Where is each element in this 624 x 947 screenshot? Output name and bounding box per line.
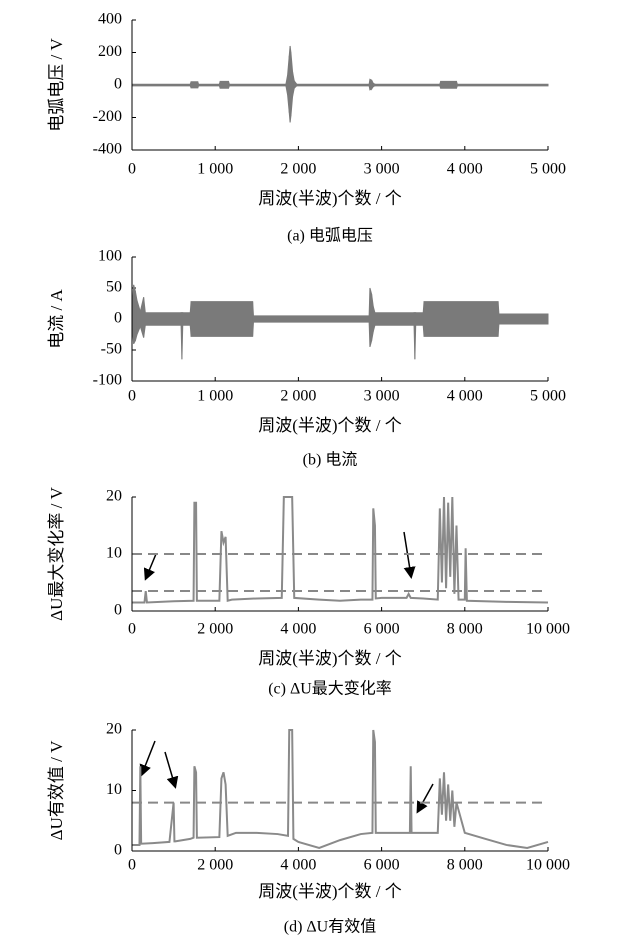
y-tick-label: 20 [106, 488, 122, 505]
signal-envelope [131, 83, 191, 87]
x-axis-label: 周波(半波)个数 / 个 [258, 882, 402, 901]
x-tick-label: 4 000 [447, 388, 483, 405]
caption: (b) 电流 [303, 451, 358, 469]
x-axis-label: 周波(半波)个数 / 个 [258, 189, 402, 208]
x-axis-label: 周波(半波)个数 / 个 [258, 649, 402, 668]
arrow [139, 740, 156, 777]
annotation-arrows [139, 531, 434, 814]
x-tick-label: 8 000 [447, 857, 483, 874]
signal-envelope [374, 312, 415, 326]
y-tick-label: 0 [114, 310, 122, 327]
signal-envelope [423, 301, 499, 337]
x-tick-label: 2 000 [280, 388, 316, 405]
y-tick-label: -100 [93, 372, 122, 389]
x-tick-label: 1 000 [197, 161, 233, 178]
signal-envelope [228, 83, 287, 87]
x-tick-label: 5 000 [530, 388, 566, 405]
x-tick-label: 4 000 [280, 621, 316, 638]
y-tick-label: 200 [98, 43, 122, 60]
y-tick-label: 400 [98, 11, 122, 28]
x-tick-label: 10 000 [526, 621, 570, 638]
x-tick-label: 4 000 [447, 161, 483, 178]
y-axis-label: 电弧电压 / V [47, 38, 66, 132]
x-axis-label: 周波(半波)个数 / 个 [258, 416, 402, 435]
x-tick-label: 8 000 [447, 621, 483, 638]
x-tick-label: 0 [128, 857, 136, 874]
y-tick-label: 100 [98, 248, 122, 265]
y-tick-label: 10 [106, 781, 122, 798]
arrow [164, 751, 179, 789]
signal-envelope [190, 301, 254, 337]
signal-envelope [219, 80, 230, 89]
x-tick-label: 6 000 [364, 857, 400, 874]
signal-envelope [190, 81, 199, 89]
y-tick-label: 0 [114, 842, 122, 859]
signal-envelope [144, 312, 182, 326]
y-axis-label: ΔU最大变化率 / V [47, 486, 66, 620]
signal-envelope [182, 312, 191, 326]
y-tick-label: 50 [106, 279, 122, 296]
x-tick-label: 4 000 [280, 857, 316, 874]
x-tick-label: 5 000 [530, 161, 566, 178]
x-tick-label: 2 000 [280, 161, 316, 178]
y-axis-label: 电流 / A [47, 289, 66, 349]
x-tick-label: 0 [128, 388, 136, 405]
signal-envelope [456, 83, 549, 87]
y-tick-label: -50 [101, 341, 122, 358]
x-tick-label: 0 [128, 621, 136, 638]
caption: (c) ΔU最大变化率 [268, 680, 392, 698]
signal-envelope [252, 315, 370, 323]
x-tick-label: 2 000 [197, 857, 233, 874]
arrow [416, 783, 434, 814]
y-tick-label: -400 [93, 141, 122, 158]
y-axis-label: ΔU有效值 / V [47, 740, 66, 840]
y-tick-label: 0 [114, 602, 122, 619]
x-tick-label: 6 000 [364, 621, 400, 638]
x-tick-label: 3 000 [364, 388, 400, 405]
y-tick-label: 10 [106, 545, 122, 562]
signal-envelope [498, 313, 549, 325]
y-tick-label: 20 [106, 721, 122, 738]
signal-line [132, 729, 549, 850]
x-tick-label: 0 [128, 161, 136, 178]
y-tick-label: -200 [93, 108, 122, 125]
x-tick-label: 3 000 [364, 161, 400, 178]
arrow [143, 553, 157, 581]
signal-envelope [440, 80, 457, 89]
x-tick-label: 1 000 [197, 388, 233, 405]
caption: (d) ΔU有效值 [284, 918, 377, 936]
y-tick-label: 0 [114, 76, 122, 93]
signal-line [132, 496, 549, 604]
x-tick-label: 10 000 [526, 857, 570, 874]
signal-envelope [415, 312, 424, 326]
x-tick-label: 2 000 [197, 621, 233, 638]
caption: (a) 电弧电压 [287, 227, 373, 245]
signal-envelope [198, 83, 220, 87]
signal-envelope [296, 83, 370, 87]
signal-envelope [374, 83, 441, 87]
